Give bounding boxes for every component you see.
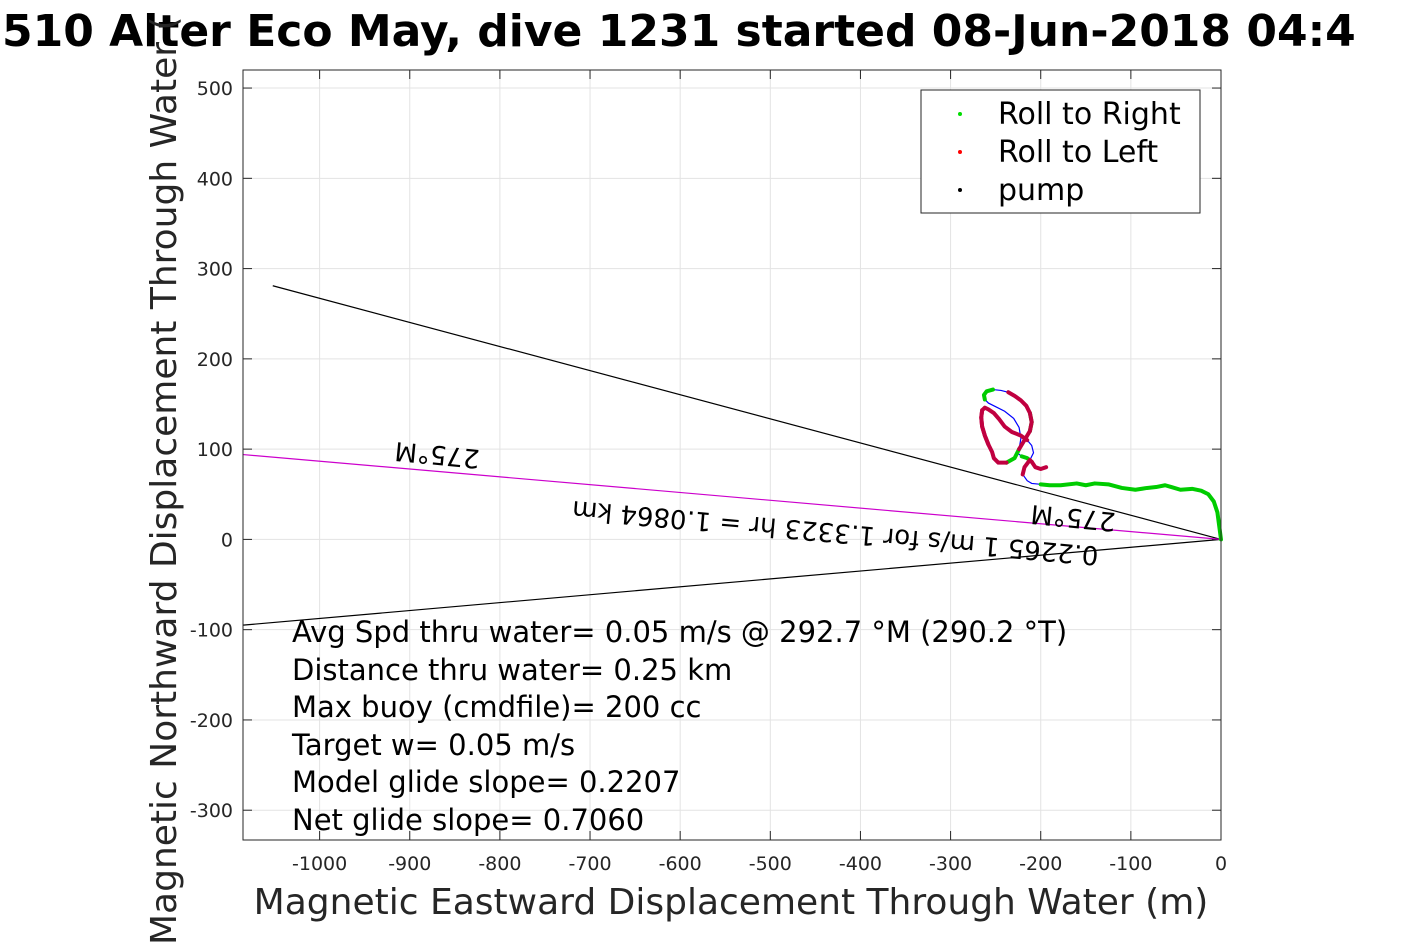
chart-title: 510 Alter Eco May, dive 1231 started 08-…: [2, 6, 1356, 57]
y-tick-label: 0: [221, 529, 233, 551]
legend-label-pump: pump: [998, 173, 1084, 208]
legend-label-roll-right: Roll to Right: [998, 97, 1181, 132]
y-tick-label: 200: [197, 349, 233, 371]
note-target-w: Target w= 0.05 m/s: [291, 728, 575, 762]
x-tick-labels: -1000 -900 -800 -700 -600 -500 -400 -300 -200 -10…: [292, 853, 1227, 875]
note-net-glide: Net glide slope= 0.7060: [292, 803, 644, 837]
note-distance: Distance thru water= 0.25 km: [292, 653, 732, 687]
roll-left-segment: [1006, 390, 1034, 452]
heading-wedge-line: [242, 538, 1222, 626]
roll-right-segment: [1004, 447, 1022, 465]
y-tick-label: 500: [197, 78, 233, 100]
x-tick-label: -400: [839, 853, 882, 875]
x-tick-label: -900: [388, 853, 431, 875]
heading-lines: [242, 285, 1222, 626]
roll-left-segment: [1029, 459, 1049, 471]
y-tick-label: -200: [190, 710, 233, 732]
y-tick-label: -300: [190, 800, 233, 822]
x-tick-label: 0: [1215, 853, 1227, 875]
note-model-glide: Model glide slope= 0.2207: [292, 765, 680, 799]
y-tick-label: 300: [197, 259, 233, 281]
y-axis-label: Magnetic Northward Displacement Through …: [144, 16, 185, 945]
x-tick-label: -100: [1109, 853, 1152, 875]
y-tick-label: 100: [197, 439, 233, 461]
y-tick-labels: -300 -200 -100 0 100 200 300 400 500: [190, 78, 233, 822]
x-tick-label: -700: [568, 853, 611, 875]
roll-left-segment: [1020, 457, 1032, 477]
axes-box: [242, 69, 1222, 841]
current-line: [242, 453, 1222, 540]
x-tick-label: -1000: [292, 853, 347, 875]
x-tick-label: -200: [1019, 853, 1062, 875]
legend-label-roll-left: Roll to Left: [998, 135, 1158, 170]
x-tick-label: -600: [659, 853, 702, 875]
y-tick-label: -100: [190, 620, 233, 642]
legend: Roll to Right Roll to Left pump: [920, 89, 1201, 214]
legend-marker-roll-right: [958, 112, 962, 116]
legend-marker-roll-left: [958, 150, 962, 154]
roll-right-segment: [981, 387, 995, 402]
heading-wedge-line: [272, 285, 1222, 540]
note-max-buoy: Max buoy (cmdfile)= 200 cc: [292, 690, 701, 724]
glider-track: [979, 387, 1223, 542]
x-tick-label: -500: [749, 853, 792, 875]
x-tick-label: -800: [478, 853, 521, 875]
roll-left-segment: [979, 408, 1009, 465]
roll-right-segment: [1038, 481, 1223, 542]
y-tick-label: 400: [197, 168, 233, 190]
note-avg-speed: Avg Spd thru water= 0.05 m/s @ 292.7 °M …: [292, 615, 1067, 649]
x-tick-label: -300: [929, 853, 972, 875]
x-axis-label: Magnetic Eastward Displacement Through W…: [254, 882, 1209, 923]
legend-marker-pump: [958, 188, 962, 192]
